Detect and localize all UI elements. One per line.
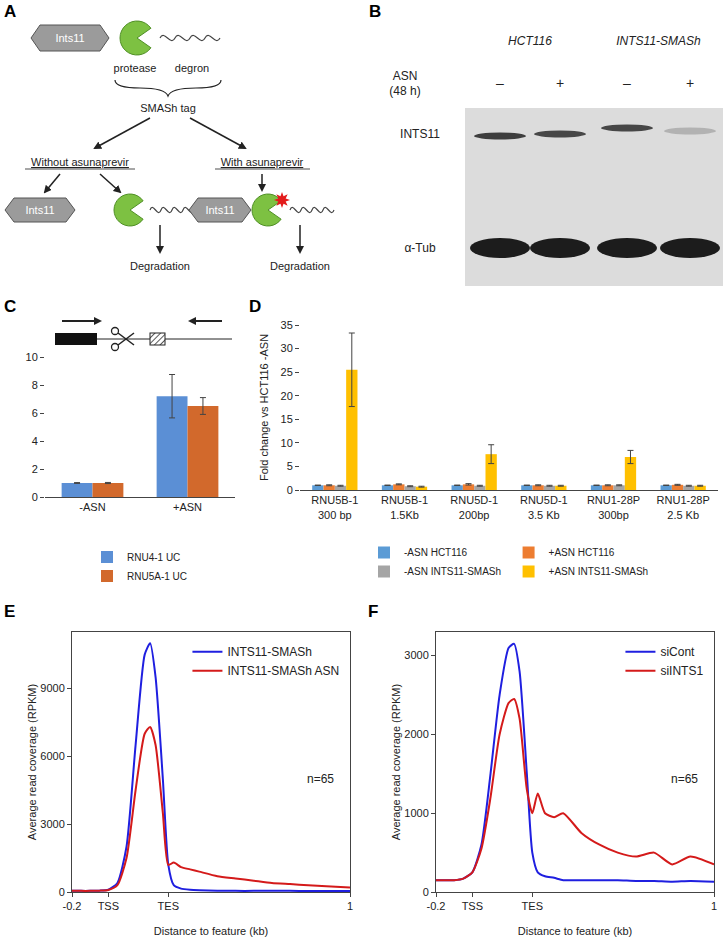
svg-text:30: 30 (281, 342, 293, 354)
svg-text:1: 1 (711, 900, 717, 912)
svg-text:protease: protease (114, 62, 157, 74)
svg-text:+: + (686, 75, 694, 91)
svg-text:INTS11-SMASh: INTS11-SMASh (227, 645, 311, 659)
svg-text:degron: degron (175, 62, 209, 74)
svg-text:Degradation: Degradation (270, 260, 330, 272)
svg-text:+ASN INTS11-SMASh: +ASN INTS11-SMASh (549, 566, 649, 577)
svg-text:siINTS1: siINTS1 (660, 664, 703, 678)
svg-text:+ASN HCT116: +ASN HCT116 (549, 547, 615, 558)
html-text:B: B (369, 2, 382, 21)
svg-text:-0.2: -0.2 (427, 900, 446, 912)
svg-text:Average read coverage (RPKM): Average read coverage (RPKM) (26, 684, 38, 840)
svg-text:Ints11: Ints11 (55, 32, 84, 44)
svg-text:–: – (623, 75, 631, 91)
svg-text:4: 4 (32, 435, 38, 447)
svg-text:1000: 1000 (404, 807, 428, 819)
svg-text:2000: 2000 (404, 728, 428, 740)
svg-text:-0.2: -0.2 (63, 900, 82, 912)
svg-text:HCT116: HCT116 (508, 34, 552, 48)
svg-text:INTS11: INTS11 (400, 127, 440, 141)
svg-text:0: 0 (32, 491, 38, 503)
svg-text:RNU5B-11.5Kb: RNU5B-11.5Kb (381, 494, 428, 520)
svg-text:RNU4-1 UC: RNU4-1 UC (127, 552, 180, 563)
html-text:D: D (249, 297, 262, 316)
svg-text:9000: 9000 (40, 682, 64, 694)
svg-text:TSS: TSS (462, 900, 483, 912)
svg-text:INTS11-SMASh: INTS11-SMASh (616, 34, 701, 48)
html-text:C: C (4, 297, 17, 316)
svg-text:α-Tub: α-Tub (404, 241, 435, 255)
svg-text:RNU5B-1300 bp: RNU5B-1300 bp (311, 494, 358, 520)
svg-text:1: 1 (347, 900, 353, 912)
svg-text:25: 25 (281, 366, 293, 378)
svg-text:Degradation: Degradation (130, 260, 190, 272)
svg-text:0: 0 (287, 484, 293, 496)
svg-text:10: 10 (281, 437, 293, 449)
svg-text:-ASN: -ASN (79, 501, 105, 513)
svg-text:Ints11: Ints11 (25, 204, 54, 216)
svg-text:6: 6 (32, 407, 38, 419)
svg-text:3000: 3000 (40, 818, 64, 830)
svg-text:8: 8 (32, 379, 38, 391)
svg-text:Fold change vs HCT116 -ASN: Fold change vs HCT116 -ASN (258, 334, 270, 481)
svg-text:siCont: siCont (660, 645, 695, 659)
svg-text:0: 0 (423, 886, 429, 898)
svg-text:TSS: TSS (98, 900, 119, 912)
svg-text:SMASh tag: SMASh tag (140, 102, 196, 114)
svg-text:2: 2 (32, 463, 38, 475)
svg-text:35: 35 (281, 319, 293, 331)
svg-text:n=65: n=65 (671, 772, 698, 786)
svg-text:Ints11: Ints11 (205, 204, 234, 216)
svg-text:RNU1-28P300bp: RNU1-28P300bp (587, 494, 640, 520)
svg-text:TES: TES (522, 900, 543, 912)
svg-text:–: – (496, 75, 504, 91)
svg-text:(48 h): (48 h) (389, 84, 420, 98)
svg-text:+: + (556, 75, 564, 91)
svg-text:Distance to feature (kb): Distance to feature (kb) (154, 925, 268, 937)
svg-text:RNU5D-1200bp: RNU5D-1200bp (450, 494, 498, 520)
html-text:F: F (368, 602, 379, 621)
svg-text:+ASN: +ASN (173, 501, 202, 513)
svg-text:-ASN HCT116: -ASN HCT116 (404, 547, 468, 558)
svg-text:20: 20 (281, 390, 293, 402)
svg-text:RNU1-28P2.5 Kb: RNU1-28P2.5 Kb (657, 494, 710, 520)
svg-text:10: 10 (26, 351, 38, 363)
svg-text:6000: 6000 (40, 750, 64, 762)
svg-text:3000: 3000 (404, 649, 428, 661)
svg-text:ASN: ASN (393, 69, 418, 83)
svg-text:Distance to feature (kb): Distance to feature (kb) (518, 925, 632, 937)
html-text:A: A (4, 2, 17, 21)
html-text:E: E (4, 602, 16, 621)
svg-text:Average read coverage (RPKM): Average read coverage (RPKM) (390, 684, 402, 840)
svg-text:15: 15 (281, 413, 293, 425)
svg-text:INTS11-SMASh ASN: INTS11-SMASh ASN (227, 664, 339, 678)
svg-text:With asunaprevir: With asunaprevir (221, 156, 304, 168)
svg-text:-ASN INTS11-SMASh: -ASN INTS11-SMASh (404, 566, 501, 577)
svg-text:Without asunaprevir: Without asunaprevir (31, 156, 129, 168)
svg-text:5: 5 (287, 460, 293, 472)
svg-text:0: 0 (59, 886, 65, 898)
svg-text:RNU5A-1 UC: RNU5A-1 UC (127, 571, 187, 582)
svg-text:RNU5D-13.5 Kb: RNU5D-13.5 Kb (520, 494, 568, 520)
svg-text:n=65: n=65 (307, 772, 334, 786)
svg-text:TES: TES (158, 900, 179, 912)
